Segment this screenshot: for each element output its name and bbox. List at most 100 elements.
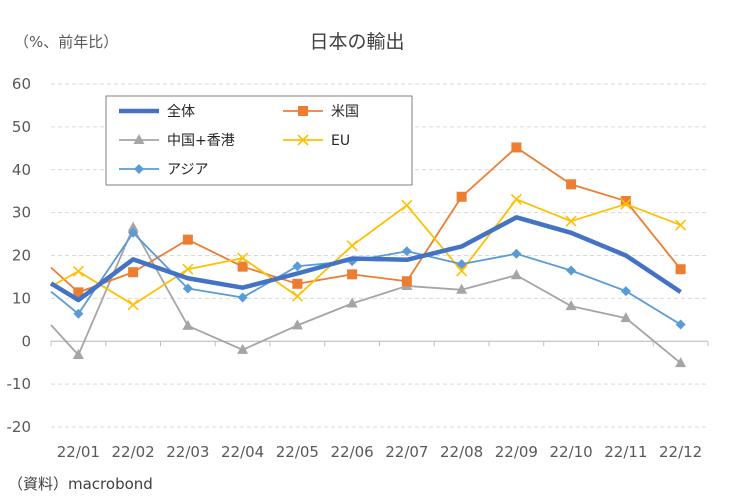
point-marker-square: [182, 234, 193, 245]
x-stroke: [620, 198, 632, 210]
legend-label: EU: [331, 133, 350, 149]
x-stroke: [182, 263, 194, 275]
point-marker-diamond: [620, 286, 631, 297]
point-marker-triangle: [133, 134, 145, 144]
legend-entry: 全体: [119, 103, 195, 120]
point-marker-x: [291, 290, 303, 302]
y-tick-label: 10: [12, 289, 31, 307]
point-marker-triangle: [620, 312, 632, 323]
point-marker-triangle: [237, 343, 249, 354]
x-tick-label: 22/09: [495, 443, 538, 461]
point-marker-triangle: [675, 357, 687, 368]
point-marker-triangle: [456, 283, 468, 294]
point-marker-x: [620, 198, 632, 210]
point-marker-triangle: [346, 297, 358, 308]
point-marker-triangle: [510, 269, 522, 280]
point-marker-diamond: [566, 265, 577, 276]
series-2: [50, 221, 687, 368]
point-marker-triangle: [72, 348, 84, 359]
point-marker-triangle: [182, 319, 194, 330]
x-tick-label: 22/06: [331, 443, 374, 461]
point-marker-triangle: [565, 300, 577, 311]
point-marker-square: [73, 287, 84, 298]
point-marker-x: [346, 240, 358, 252]
legend-entry: EU: [283, 133, 350, 149]
x-stroke: [346, 240, 358, 252]
x-tick-label: 22/12: [659, 443, 702, 461]
point-marker-x: [127, 299, 139, 311]
legend-label: 米国: [331, 104, 359, 120]
y-tick-label: 60: [12, 75, 31, 93]
point-marker-diamond: [237, 292, 248, 303]
series-line: [49, 215, 682, 303]
point-marker-diamond: [73, 308, 84, 319]
x-tick-label: 22/01: [57, 443, 100, 461]
point-marker-square: [456, 191, 467, 202]
series-line: [50, 231, 682, 326]
x-stroke: [456, 265, 468, 277]
series-1: [50, 142, 686, 298]
x-stroke: [401, 199, 413, 211]
point-marker-x: [401, 199, 413, 211]
x-tick-label: 22/11: [604, 443, 647, 461]
series-0: [49, 215, 682, 303]
point-marker-square: [675, 264, 686, 275]
point-marker-square: [298, 106, 308, 116]
series-3: [50, 193, 687, 311]
point-marker-square: [511, 142, 522, 153]
point-marker-diamond: [292, 261, 303, 272]
point-marker-x: [510, 193, 522, 205]
legend-entry: 中国+香港: [119, 133, 235, 149]
y-tick-label: 20: [12, 247, 31, 265]
point-marker-x: [675, 219, 687, 231]
point-marker-square: [620, 196, 631, 207]
y-axis-unit-label: （%、前年比）: [14, 33, 118, 51]
x-tick-label: 22/10: [550, 443, 593, 461]
x-tick-label: 22/03: [166, 443, 209, 461]
y-tick-label: 0: [21, 332, 31, 350]
x-stroke: [72, 265, 84, 277]
chart-title: 日本の輸出: [309, 31, 404, 53]
series-line: [50, 198, 681, 306]
point-marker-x: [182, 263, 194, 275]
y-axis-ticks: -20 -10 0 10 20 30 40 50 60: [7, 75, 32, 436]
point-marker-x: [237, 252, 249, 264]
point-marker-x: [565, 215, 577, 227]
series-line: [50, 226, 682, 364]
point-marker-diamond: [182, 283, 193, 294]
point-marker-square: [237, 261, 248, 272]
point-marker-diamond: [128, 227, 139, 238]
legend-entry: アジア: [119, 162, 208, 178]
point-marker-square: [128, 267, 139, 278]
point-marker-x: [297, 134, 309, 146]
x-tick-label: 22/05: [276, 443, 319, 461]
point-marker-triangle: [291, 319, 303, 330]
point-marker-diamond: [511, 248, 522, 259]
x-tick-label: 22/08: [440, 443, 483, 461]
point-marker-square: [401, 276, 412, 287]
point-marker-diamond: [456, 259, 467, 270]
point-marker-square: [566, 179, 577, 190]
point-marker-square: [292, 278, 303, 289]
y-tick-label: 50: [12, 118, 31, 136]
x-stroke: [297, 134, 309, 146]
legend-label: 全体: [167, 103, 195, 120]
x-stroke: [675, 219, 687, 231]
series-lines: [49, 142, 687, 368]
x-stroke: [565, 215, 577, 227]
point-marker-x: [72, 265, 84, 277]
legend-label: 中国+香港: [167, 133, 235, 149]
x-stroke: [291, 290, 303, 302]
point-marker-diamond: [675, 319, 686, 330]
x-tick-label: 22/04: [221, 443, 264, 461]
legend-label: アジア: [167, 162, 208, 178]
point-marker-diamond: [134, 164, 144, 174]
point-marker-x: [456, 265, 468, 277]
x-axis-ticks: 22/01 22/02 22/03 22/04 22/05 22/06 22/07 22/08…: [57, 443, 702, 461]
y-tick-label: 30: [12, 204, 31, 222]
x-tick-label: 22/07: [385, 443, 428, 461]
y-tick-label: -10: [7, 375, 32, 393]
legend-entry: 米国: [283, 104, 359, 120]
